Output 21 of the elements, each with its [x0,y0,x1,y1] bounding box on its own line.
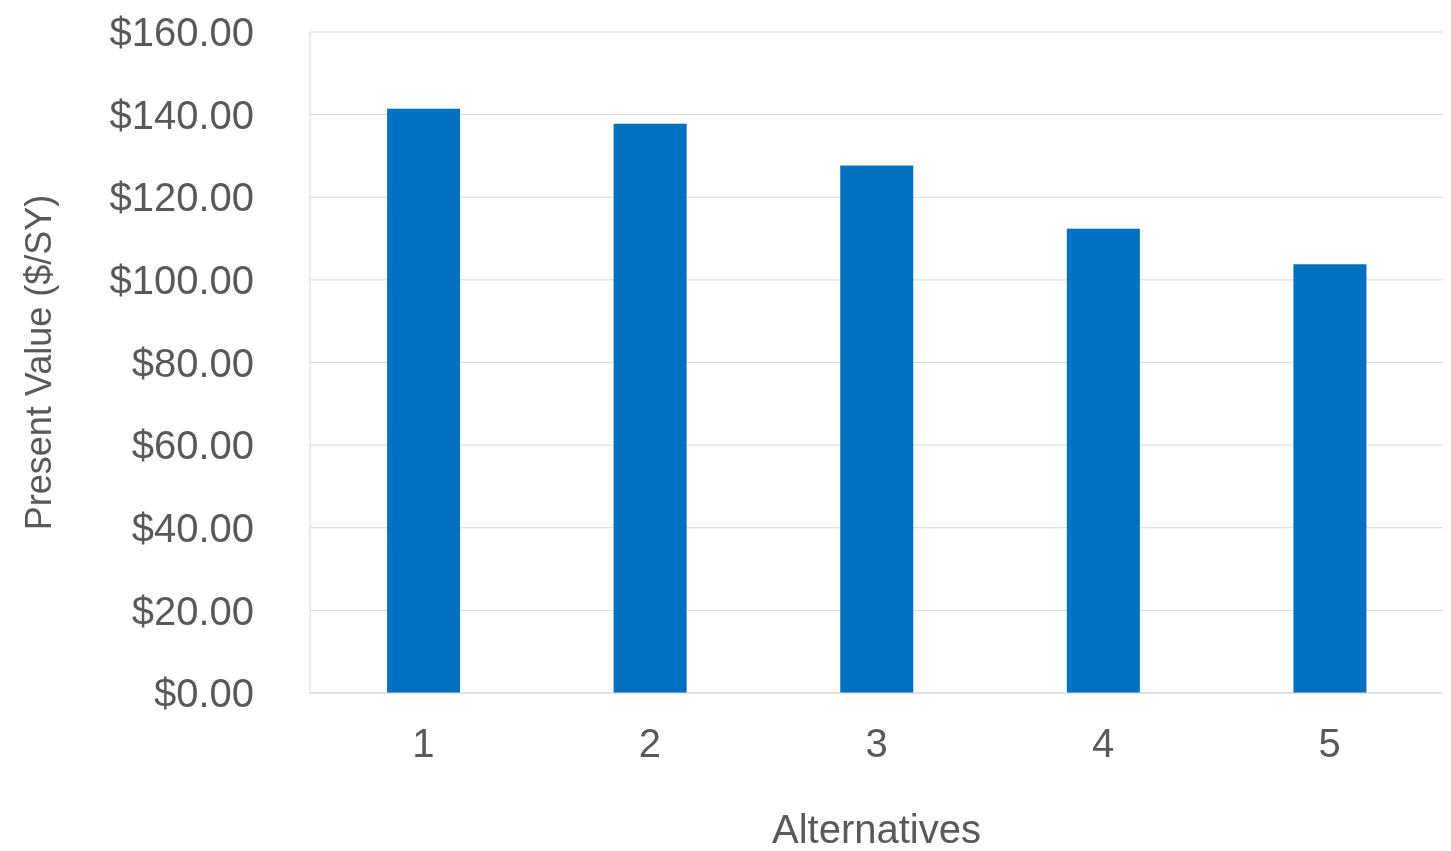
y-tick-label: $20.00 [131,588,254,633]
x-axis-title: Alternatives [772,807,981,851]
x-tick-label: 2 [638,721,662,766]
bar [1293,264,1367,693]
y-tick-label: $120.00 [109,175,254,220]
x-tick-label: 1 [412,721,435,766]
y-axis-title: Present Value ($/SY) [17,194,59,531]
y-tick-label: $100.00 [109,258,254,303]
bar [1066,228,1140,693]
x-tick-label: 5 [1318,721,1341,766]
x-tick-label: 3 [865,721,888,766]
bar [840,165,914,693]
y-tick-label: $60.00 [131,423,254,468]
bar [387,108,461,693]
y-tick-label: $40.00 [131,505,254,550]
x-tick-label: 4 [1091,721,1115,766]
y-tick-label: $140.00 [109,92,254,137]
y-tick-label: $80.00 [131,340,254,385]
y-tick-label: $160.00 [109,10,254,55]
y-tick-label: $0.00 [153,671,254,716]
bar [613,123,687,693]
